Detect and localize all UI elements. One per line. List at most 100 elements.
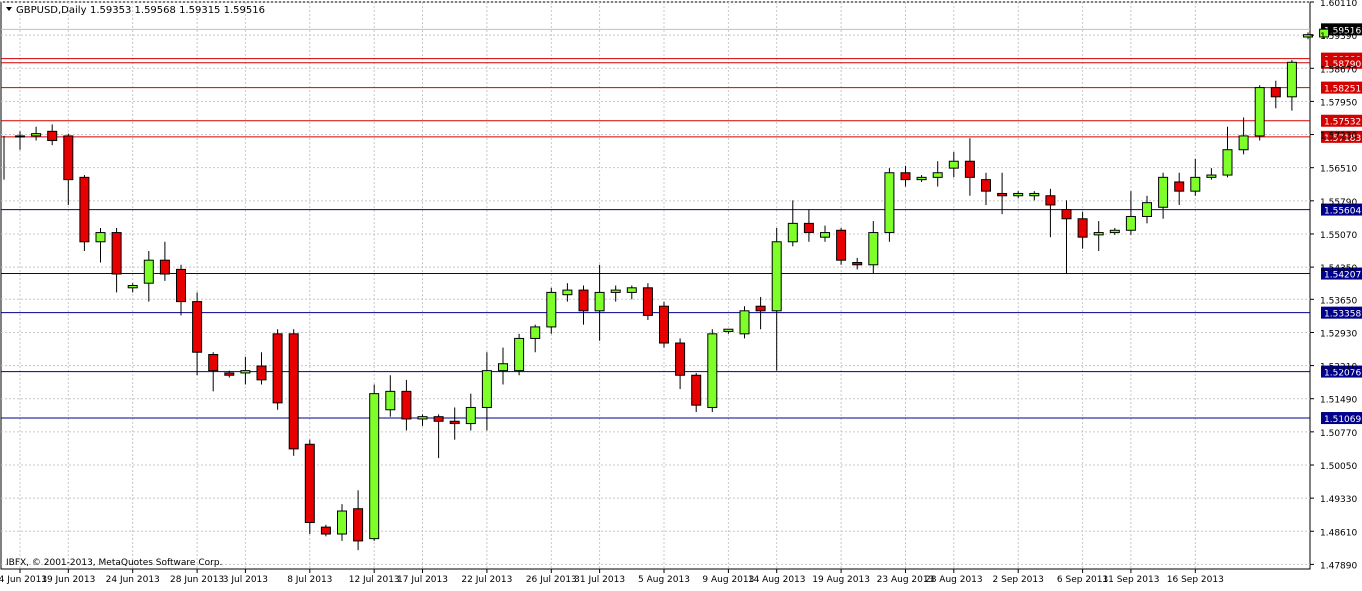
candle[interactable] [320, 524, 331, 537]
candle[interactable] [691, 372, 702, 413]
candle[interactable] [852, 257, 863, 270]
candle[interactable] [449, 407, 460, 440]
candle[interactable] [659, 301, 669, 348]
price-tick-label: 1.60110 [1320, 0, 1357, 9]
candle[interactable] [1158, 172, 1169, 219]
candle[interactable] [787, 200, 798, 247]
candle[interactable] [31, 126, 42, 141]
candle[interactable] [1238, 117, 1249, 155]
candle[interactable] [771, 227, 782, 371]
candle[interactable] [868, 221, 879, 274]
candle-body-bullish [723, 328, 734, 333]
candle[interactable] [256, 352, 267, 385]
candle[interactable] [997, 172, 1008, 215]
candle[interactable] [385, 375, 396, 417]
candle[interactable] [642, 283, 653, 321]
candle[interactable] [546, 287, 557, 334]
candle[interactable] [820, 225, 830, 242]
candle-body-bullish [1190, 176, 1201, 192]
candle[interactable] [127, 283, 138, 293]
candle[interactable] [498, 347, 508, 385]
candle[interactable] [578, 285, 589, 325]
candle[interactable] [1061, 200, 1072, 274]
candle-body-bearish [964, 160, 975, 178]
candle[interactable] [433, 414, 444, 459]
candle[interactable] [1222, 126, 1233, 178]
candle[interactable] [1174, 172, 1185, 205]
candle[interactable] [1319, 26, 1330, 39]
date-tick-label: 19 Aug 2013 [812, 575, 870, 585]
candle[interactable] [755, 297, 766, 330]
candle[interactable] [948, 152, 959, 178]
candle[interactable] [401, 379, 412, 431]
candle[interactable] [481, 352, 492, 431]
price-tick-label: 1.53650 [1320, 296, 1357, 306]
date-tick-label: 28 Jun 2013 [170, 575, 224, 585]
candle[interactable] [916, 175, 927, 182]
candle[interactable] [95, 227, 106, 263]
candle[interactable] [224, 370, 235, 378]
candle[interactable] [1125, 191, 1136, 235]
candle[interactable] [1286, 59, 1297, 111]
candle[interactable] [47, 124, 58, 146]
candle[interactable] [1109, 227, 1120, 235]
candle[interactable] [723, 328, 734, 334]
candle[interactable] [79, 175, 90, 251]
candle[interactable] [1206, 168, 1217, 180]
candle[interactable] [739, 306, 750, 339]
candle[interactable] [272, 329, 283, 410]
candle[interactable] [208, 352, 219, 392]
candle-body-bearish [852, 261, 863, 266]
candle[interactable] [1045, 188, 1056, 238]
candle[interactable] [288, 329, 299, 456]
candle[interactable] [176, 264, 186, 316]
candle[interactable] [1029, 191, 1040, 201]
candle[interactable] [337, 504, 347, 541]
candle[interactable] [932, 161, 943, 187]
candle[interactable] [159, 241, 170, 281]
candle[interactable] [884, 168, 895, 242]
candle[interactable] [1093, 221, 1104, 251]
candle[interactable] [1142, 195, 1152, 224]
candle[interactable] [1190, 158, 1201, 196]
candle-body-bullish [530, 326, 541, 339]
candle[interactable] [562, 283, 573, 302]
support-level-label: 1.54207 [1324, 271, 1361, 281]
candle[interactable] [626, 285, 637, 300]
candle[interactable] [143, 250, 154, 302]
candle-body-bearish [304, 443, 315, 524]
candle[interactable] [900, 165, 911, 187]
candle[interactable] [417, 414, 428, 426]
candle[interactable] [353, 490, 364, 551]
candle[interactable] [192, 292, 203, 376]
chart-menu-triangle-icon[interactable] [6, 7, 12, 11]
candle[interactable] [675, 338, 686, 390]
candle[interactable] [981, 172, 991, 205]
candle[interactable] [530, 324, 541, 353]
candle-body-bearish [659, 305, 669, 344]
candle[interactable] [15, 131, 25, 150]
candle-body-bullish [787, 222, 798, 243]
candle[interactable] [964, 138, 975, 196]
candle[interactable] [1270, 80, 1281, 109]
candle[interactable] [1013, 191, 1024, 199]
candle-body-bearish [208, 354, 219, 372]
candle[interactable] [707, 329, 718, 413]
candle[interactable] [836, 227, 847, 265]
candle[interactable] [465, 393, 476, 431]
candle[interactable] [1254, 85, 1265, 141]
candle[interactable] [63, 133, 74, 205]
candle[interactable] [594, 264, 605, 341]
candle[interactable] [304, 439, 315, 535]
candle[interactable] [1303, 32, 1313, 40]
ohlc-values: 1.59353 1.59568 1.59315 1.59516 [90, 5, 265, 16]
candle[interactable] [514, 333, 525, 376]
candle[interactable] [803, 209, 814, 242]
candle[interactable] [369, 384, 380, 541]
candle[interactable] [1077, 211, 1088, 249]
candle[interactable] [610, 285, 621, 302]
candles[interactable] [3, 26, 1330, 551]
candle[interactable] [240, 356, 251, 385]
candle[interactable] [111, 227, 122, 293]
